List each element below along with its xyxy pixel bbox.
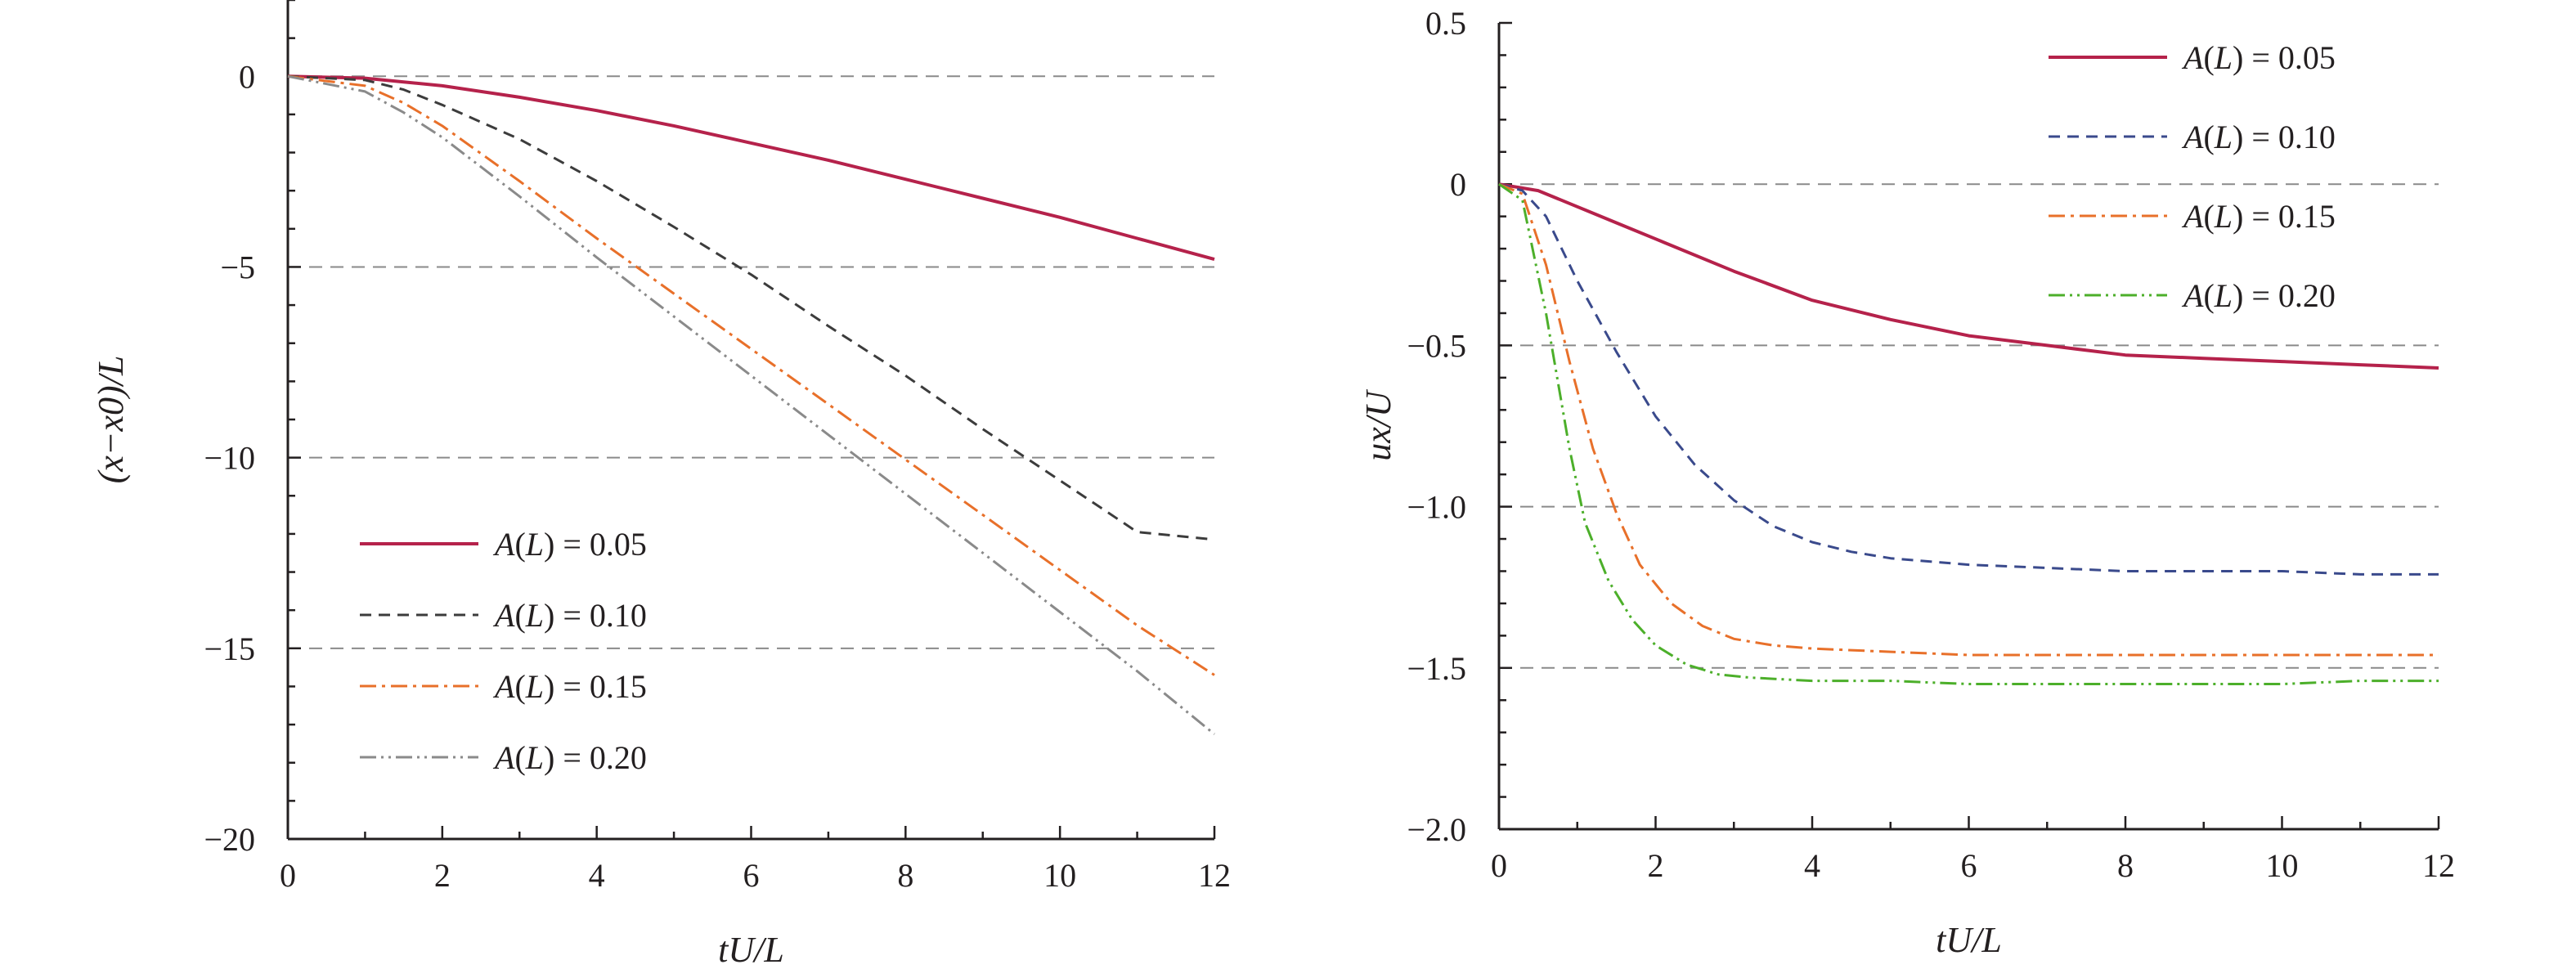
y-tick-label: −2.0	[1407, 811, 1466, 848]
y-tick-label: 0.5	[1425, 5, 1466, 42]
x-tick-label: 4	[589, 857, 605, 894]
series-line-3	[1498, 182, 2439, 657]
series-line-4	[287, 74, 1215, 735]
legend-label: A(L) = 0.05	[492, 526, 647, 563]
legend-label-paren: (	[514, 668, 525, 705]
legend-label-paren: (	[2203, 39, 2214, 76]
legend-label-var: L	[2214, 39, 2233, 76]
legend-label-value: ) = 0.20	[544, 739, 647, 776]
series-line-1	[287, 74, 1215, 262]
x-tick-label: 10	[1043, 857, 1076, 894]
series-line-3	[287, 74, 1215, 676]
legend-label: A(L) = 0.15	[492, 668, 647, 705]
legend-label-var: L	[2214, 277, 2233, 314]
y-tick-label: −10	[204, 440, 255, 477]
y-tick-label: −1.0	[1407, 489, 1466, 526]
legend-label-prefix: A	[492, 597, 515, 634]
legend-label-var: L	[525, 597, 544, 634]
legend-label-paren: (	[514, 739, 525, 776]
legend-label-var: L	[525, 526, 544, 563]
y-tick-label: −20	[204, 821, 255, 858]
legend-label-value: ) = 0.10	[544, 597, 647, 634]
legend-label-paren: (	[2203, 198, 2214, 235]
series-line-2	[1498, 182, 2439, 576]
legend-label-paren: (	[2203, 119, 2214, 155]
y-tick-label: −0.5	[1407, 327, 1466, 364]
y-tick-label: −1.5	[1407, 650, 1466, 687]
x-tick-label: 0	[1491, 847, 1507, 884]
legend-label: A(L) = 0.15	[2181, 198, 2336, 235]
legend-label-value: ) = 0.20	[2233, 277, 2336, 314]
legend-label-prefix: A	[2181, 39, 2204, 76]
y-axis-title: (x−x0)/L	[91, 356, 131, 484]
x-tick-label: 8	[2117, 847, 2134, 884]
x-tick-label: 12	[2422, 847, 2455, 884]
y-tick-label: 0	[1450, 166, 1466, 203]
y-tick-label: 0	[239, 58, 255, 95]
legend-label-value: ) = 0.05	[2233, 39, 2336, 76]
legend-label-var: L	[2214, 119, 2233, 155]
legend-label-var: L	[525, 668, 544, 705]
x-tick-label: 4	[1804, 847, 1820, 884]
x-tick-label: 8	[897, 857, 913, 894]
legend-label-prefix: A	[492, 739, 515, 776]
legend-label-value: ) = 0.10	[2233, 119, 2336, 155]
legend-label-var: L	[2214, 198, 2233, 235]
x-tick-label: 2	[434, 857, 451, 894]
legend-label-prefix: A	[492, 526, 515, 563]
legend-label-prefix: A	[2181, 119, 2204, 155]
legend-label-prefix: A	[492, 668, 515, 705]
x-axis-title: tU/L	[1936, 920, 2002, 960]
legend-label-value: ) = 0.15	[544, 668, 647, 705]
x-axis-title: tU/L	[718, 930, 784, 970]
series-line-2	[287, 74, 1215, 541]
x-tick-label: 2	[1648, 847, 1664, 884]
legend-label-paren: (	[2203, 277, 2214, 314]
y-tick-label: −15	[204, 630, 255, 667]
x-tick-label: 6	[1961, 847, 1977, 884]
legend-label: A(L) = 0.20	[2181, 277, 2336, 314]
legend-label: A(L) = 0.20	[492, 739, 647, 776]
legend-label: A(L) = 0.10	[2181, 119, 2336, 155]
legend-label-paren: (	[514, 526, 525, 563]
legend-label-value: ) = 0.15	[2233, 198, 2336, 235]
legend-label-value: ) = 0.05	[544, 526, 647, 563]
series-line-4	[1498, 182, 2439, 685]
legend-label-prefix: A	[2181, 198, 2204, 235]
legend-label-prefix: A	[2181, 277, 2204, 314]
legend-label: A(L) = 0.05	[2181, 39, 2336, 76]
x-tick-label: 12	[1198, 857, 1231, 894]
x-tick-label: 0	[280, 857, 296, 894]
legend-label: A(L) = 0.10	[492, 597, 647, 634]
y-axis-title: ux/U	[1358, 388, 1398, 461]
y-tick-label: −5	[220, 249, 255, 285]
legend-label-var: L	[525, 739, 544, 776]
legend-label-paren: (	[514, 597, 525, 634]
right-chart-panel: 0 2 4 6 8 10 120.50−0.5−1.0−1.5−2.0tU/Lux/UA(L…	[1358, 5, 2455, 960]
x-tick-label: 10	[2266, 847, 2299, 884]
x-tick-label: 6	[743, 857, 760, 894]
series-line-1	[1498, 182, 2439, 370]
